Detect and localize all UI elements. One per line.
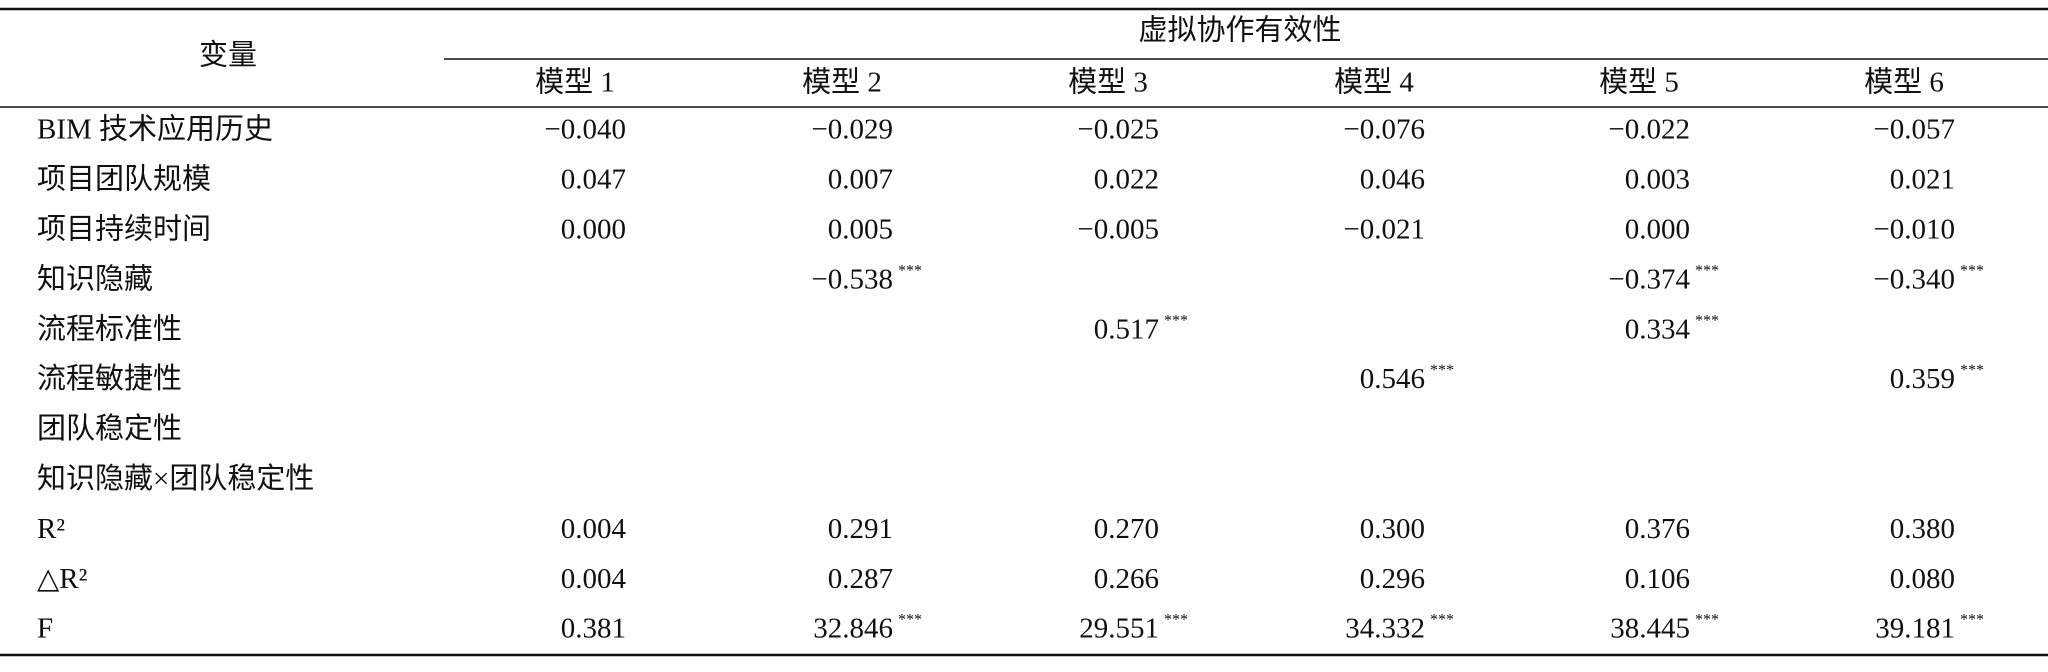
significance: *** (1430, 612, 1454, 629)
significance: *** (898, 262, 922, 279)
cell-value: 0.007 (828, 164, 893, 196)
cell-value: −0.021 (1343, 213, 1425, 245)
significance: *** (1164, 312, 1188, 329)
cell-value: −0.340 (1873, 263, 1955, 295)
row-label: R² (37, 513, 65, 545)
row-label: 知识隐藏×团队稳定性 (37, 462, 314, 495)
cell-value: −0.010 (1873, 213, 1955, 245)
significance: *** (1960, 612, 1984, 629)
cell-value: −0.040 (544, 114, 626, 146)
row-label: 项目团队规模 (37, 163, 211, 196)
cell-value: −0.057 (1873, 114, 1955, 146)
significance: *** (1430, 362, 1454, 379)
cell-value: 0.003 (1625, 164, 1690, 196)
cell-value: 29.551 (1079, 613, 1159, 645)
cell-value: −0.025 (1077, 114, 1159, 146)
cell-value: −0.029 (811, 114, 893, 146)
cell-value: 0.270 (1094, 513, 1159, 545)
model-header: 模型 4 (1334, 66, 1414, 99)
cell-value: 34.332 (1345, 613, 1425, 645)
cell-value: 0.047 (561, 164, 626, 196)
row-label: BIM 技术应用历史 (37, 113, 273, 146)
cell-value: 0.296 (1360, 563, 1425, 595)
model-header: 模型 3 (1068, 66, 1148, 99)
cell-value: 0.300 (1360, 513, 1425, 545)
significance: *** (1695, 262, 1719, 279)
cell-value: 0.004 (561, 563, 627, 595)
cell-value: 0.022 (1094, 164, 1159, 196)
row-label: 团队稳定性 (37, 412, 182, 445)
significance: *** (1695, 612, 1719, 629)
cell-value: 0.376 (1625, 513, 1690, 545)
cell-value: −0.005 (1077, 213, 1159, 245)
cell-value: 0.334 (1625, 313, 1691, 345)
cell-value: 0.287 (828, 563, 893, 595)
cell-value: 0.005 (828, 213, 893, 245)
significance: *** (1960, 362, 1984, 379)
model-header: 模型 1 (535, 66, 615, 99)
row-label-header: 变量 (199, 39, 257, 72)
cell-value: −0.538 (811, 263, 893, 295)
cell-value: 39.181 (1875, 613, 1955, 645)
cell-value: 0.359 (1890, 363, 1955, 395)
group-header: 虚拟协作有效性 (1138, 14, 1341, 47)
cell-value: 0.380 (1890, 513, 1955, 545)
model-header: 模型 2 (802, 66, 882, 99)
cell-value: 0.266 (1094, 563, 1159, 595)
cell-value: 0.381 (561, 613, 626, 645)
cell-value: −0.076 (1343, 114, 1425, 146)
row-label: △R² (37, 563, 88, 595)
model-header: 模型 6 (1864, 66, 1944, 99)
row-label: 知识隐藏 (37, 262, 153, 295)
row-label: F (37, 613, 53, 645)
row-label: 流程敏捷性 (37, 362, 182, 395)
cell-value: 0.004 (561, 513, 627, 545)
row-label: 流程标准性 (37, 312, 182, 345)
model-header: 模型 5 (1599, 66, 1679, 99)
cell-value: 0.106 (1625, 563, 1690, 595)
cell-value: 0.046 (1360, 164, 1425, 196)
cell-value: 0.080 (1890, 563, 1955, 595)
significance: *** (1695, 312, 1719, 329)
cell-value: 0.291 (828, 513, 893, 545)
cell-value: 0.000 (561, 213, 626, 245)
cell-value: 0.021 (1890, 164, 1955, 196)
cell-value: 0.000 (1625, 213, 1690, 245)
significance: *** (1164, 612, 1188, 629)
cell-value: −0.374 (1608, 263, 1690, 295)
significance: *** (898, 612, 922, 629)
cell-value: 38.445 (1610, 613, 1690, 645)
significance: *** (1960, 262, 1984, 279)
cell-value: 0.546 (1360, 363, 1425, 395)
cell-value: 0.517 (1094, 313, 1159, 345)
cell-value: −0.022 (1608, 114, 1690, 146)
cell-value: 32.846 (813, 613, 893, 645)
row-label: 项目持续时间 (37, 212, 211, 245)
